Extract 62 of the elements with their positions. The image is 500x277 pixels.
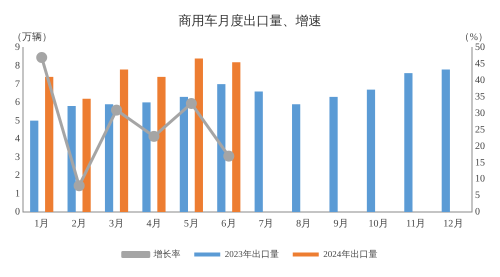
x-tick-label: 11月 [406, 218, 426, 230]
bar [232, 62, 240, 212]
bar [194, 58, 203, 212]
bar [142, 102, 151, 212]
y-tick-label: 3 [15, 152, 20, 163]
y-tick-label: 0 [15, 206, 20, 218]
y-tick-label: 7 [15, 78, 20, 90]
bar [82, 98, 91, 212]
bar [30, 120, 38, 212]
y2-tick-label: 10 [475, 174, 485, 185]
y-tick-label: 6 [15, 97, 20, 108]
point [111, 104, 122, 116]
bar [217, 84, 226, 212]
bar [104, 104, 114, 212]
x-tick-label: 6月 [221, 218, 236, 230]
x-tick-label: 5月 [184, 218, 199, 230]
point [223, 150, 234, 162]
y-tick-label: 4 [15, 134, 20, 145]
y2-axis-title: （%） [460, 32, 488, 44]
x-tick-label: 7月 [258, 218, 274, 230]
bar [442, 70, 450, 212]
y-tick-label: 5 [15, 115, 20, 126]
bar [180, 96, 188, 212]
y-tick-label: 8 [15, 60, 20, 72]
bar [45, 76, 54, 212]
x-tick-label: 10月 [368, 218, 388, 230]
y2-tick-label: 40 [475, 75, 485, 86]
x-tick-label: 8月 [296, 218, 312, 230]
y-tick-label: 9 [15, 42, 20, 54]
x-tick-label: 3月 [109, 218, 124, 230]
x-tick-label: 9月 [334, 218, 349, 230]
bar [292, 104, 300, 212]
y2-tick-label: 5 [475, 190, 480, 202]
chart-title: 商用车月度出口量、增速 [178, 13, 322, 28]
bar [366, 90, 376, 212]
x-tick-label: 2月 [72, 218, 87, 230]
point [186, 98, 197, 109]
y2-tick-label: 50 [475, 42, 485, 54]
y-tick-label: 2 [15, 170, 20, 182]
bar [157, 76, 166, 212]
x-tick-label: 4月 [146, 218, 162, 230]
point [36, 52, 48, 63]
y2-tick-label: 15 [475, 157, 485, 168]
legend-label: 2024年出口量 [323, 248, 378, 259]
y-tick-label: 1 [15, 188, 20, 200]
bar [404, 73, 413, 212]
point [148, 130, 160, 142]
x-tick-label: 12月 [443, 218, 464, 230]
y2-tick-label: 0 [475, 206, 480, 218]
bar [120, 70, 128, 212]
y2-tick-label: 20 [475, 140, 485, 152]
legend-label: 增长率 [152, 248, 180, 259]
legend-label: 2023年出口量 [224, 248, 279, 259]
y2-tick-label: 30 [475, 108, 485, 119]
bar [329, 96, 338, 212]
bar [254, 91, 263, 212]
point [74, 180, 85, 192]
y2-tick-label: 35 [475, 92, 485, 103]
y2-tick-label: 25 [475, 124, 485, 136]
y-axis-title: （万辆） [12, 31, 52, 44]
y2-tick-label: 45 [475, 58, 485, 70]
x-tick-label: 1月 [34, 218, 50, 230]
